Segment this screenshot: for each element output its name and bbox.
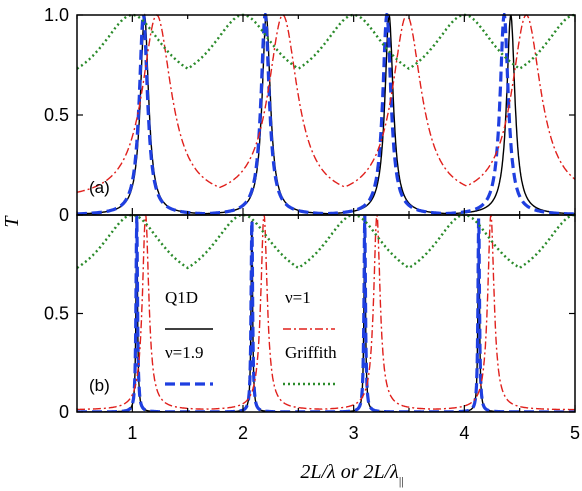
plot-frame bbox=[76, 214, 576, 413]
series-q1d-line bbox=[77, 214, 575, 412]
y-axis-title: T bbox=[1, 215, 23, 228]
x-tick-label: 4 bbox=[459, 423, 469, 443]
series-griffith-line bbox=[77, 13, 575, 71]
panel-label: (b) bbox=[89, 376, 110, 395]
x-tick-label: 5 bbox=[570, 423, 580, 443]
y-tick-label: 0 bbox=[59, 205, 69, 225]
y-tick-label: 1.0 bbox=[44, 5, 69, 25]
x-tick-labels: 1 2 3 4 5 bbox=[127, 423, 580, 443]
panel-b: 0 0.5 (b) bbox=[44, 213, 576, 422]
series-griffith-line bbox=[77, 213, 575, 270]
x-axis-title: 2L/λ or 2L/λ|| bbox=[300, 461, 403, 488]
series-19-line bbox=[77, 214, 575, 412]
legend-label: ν=1.9 bbox=[165, 343, 204, 362]
legend-label: Q1D bbox=[165, 288, 198, 307]
y-tick-label: 0 bbox=[59, 402, 69, 422]
plot-frame bbox=[76, 14, 576, 216]
series-1-line bbox=[77, 14, 575, 193]
y-tick-label: 0.5 bbox=[44, 105, 69, 125]
legend-label: ν=1 bbox=[285, 288, 311, 307]
panel-a: 0 0.5 1.0 (a) bbox=[44, 5, 576, 225]
x-tick-label: 1 bbox=[127, 423, 137, 443]
legend-label: Griffith bbox=[285, 343, 337, 362]
legend: Q1D ν=1 ν=1.9 Griffith bbox=[165, 288, 337, 386]
x-tick-label: 2 bbox=[238, 423, 248, 443]
series-1-line bbox=[77, 214, 575, 411]
x-tick-label: 3 bbox=[349, 423, 359, 443]
series-19-line bbox=[77, 13, 575, 215]
y-tick-label: 0.5 bbox=[44, 304, 69, 324]
panel-label: (a) bbox=[89, 178, 110, 197]
series-q1d-line bbox=[77, 13, 575, 215]
